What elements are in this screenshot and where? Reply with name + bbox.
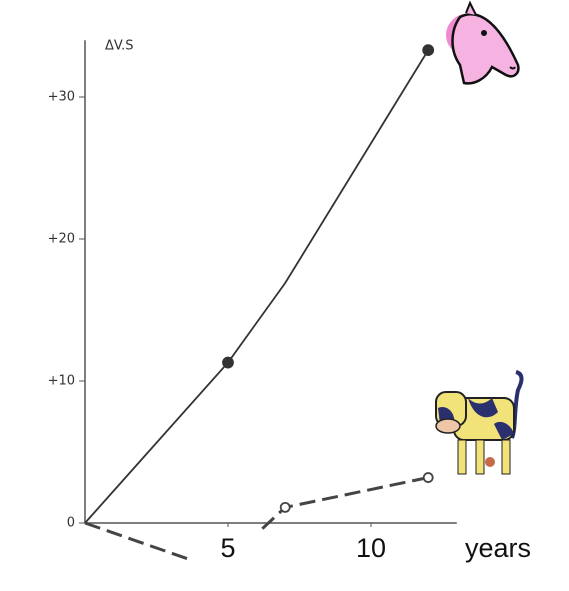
data-point: [422, 44, 435, 57]
x-tick-label: 10: [356, 533, 386, 563]
y-tick-label: 0: [67, 516, 75, 531]
data-point: [222, 356, 234, 369]
y-tick-label: +10: [48, 374, 75, 389]
y-axis-label: ΔV.S: [105, 39, 134, 54]
y-tick-label: +20: [48, 232, 75, 247]
data-point: [279, 501, 291, 513]
x-tick-label: 5: [220, 533, 235, 563]
series-line: [84, 521, 192, 562]
x-axis-label: years: [465, 533, 531, 563]
data-point: [422, 472, 434, 483]
series-line: [84, 49, 429, 524]
cow-icon: [435, 370, 524, 475]
y-tick-label: +30: [48, 90, 75, 105]
horse-icon: [446, 0, 520, 85]
